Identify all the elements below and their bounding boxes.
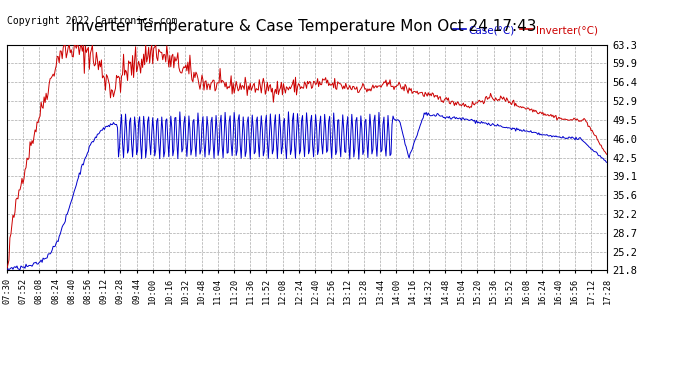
Text: Inverter Temperature & Case Temperature Mon Oct 24 17:43: Inverter Temperature & Case Temperature … xyxy=(71,19,536,34)
Text: Copyright 2022 Cartronics.com: Copyright 2022 Cartronics.com xyxy=(7,16,177,26)
Legend: Case(°C), Inverter(°C): Case(°C), Inverter(°C) xyxy=(449,21,602,39)
